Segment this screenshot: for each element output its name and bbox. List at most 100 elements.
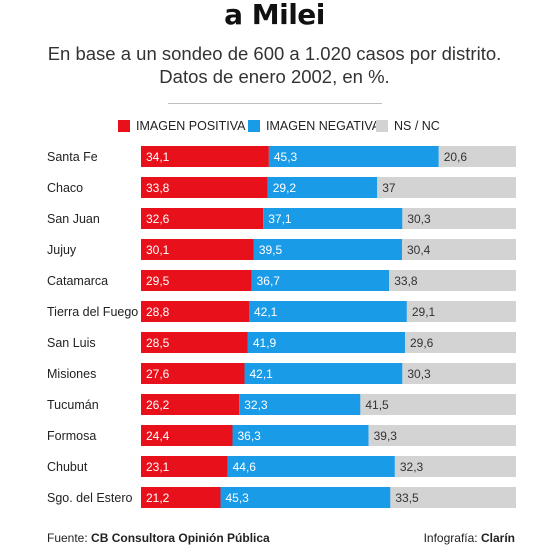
data-label-positiva: 28,8 — [146, 305, 170, 319]
bar-segment-nsnc — [402, 208, 516, 229]
bar-segment-positiva — [141, 456, 228, 477]
bar-segment-positiva — [141, 425, 233, 446]
bar-segment-positiva — [141, 146, 269, 167]
legend-label-positiva: IMAGEN POSITIVA — [136, 119, 246, 133]
bar-segment-nsnc — [360, 394, 516, 415]
bar-segment-nsnc — [406, 301, 516, 322]
category-label: Catamarca — [47, 274, 108, 288]
legend-label-nsnc: NS / NC — [394, 119, 440, 133]
bar-segment-positiva — [141, 177, 268, 198]
category-label: Formosa — [47, 429, 96, 443]
bar-segment-nsnc — [402, 239, 516, 260]
bar-row: Tierra del Fuego 28,8 42,1 29,1 — [47, 301, 516, 322]
category-label: Chubut — [47, 460, 88, 474]
source-name: CB Consultora Opinión Pública — [91, 531, 270, 545]
category-label: Tucumán — [47, 398, 99, 412]
bar-segment-negativa — [268, 146, 439, 167]
data-label-negativa: 45,3 — [274, 150, 298, 164]
data-label-nsnc: 33,8 — [394, 274, 418, 288]
bar-row: Chubut 23,1 44,6 32,3 — [47, 456, 516, 477]
legend: IMAGEN POSITIVA IMAGEN NEGATIVA NS / NC — [0, 117, 549, 135]
category-label: Sgo. del Estero — [47, 491, 133, 505]
footer: Fuente: CB Consultora Opinión Pública In… — [0, 528, 549, 548]
data-label-nsnc: 37 — [382, 181, 396, 195]
bar-segment-nsnc — [438, 146, 516, 167]
category-label: Chaco — [47, 181, 83, 195]
bar-row: Tucumán 26,2 32,3 41,5 — [47, 394, 516, 415]
data-label-positiva: 30,1 — [146, 243, 170, 257]
data-label-positiva: 33,8 — [146, 181, 170, 195]
legend-label-negativa: IMAGEN NEGATIVA — [266, 119, 381, 133]
legend-item-negativa: IMAGEN NEGATIVA — [248, 117, 380, 135]
data-label-nsnc: 33,5 — [395, 491, 419, 505]
bar-segment-positiva — [141, 487, 221, 508]
bar-segment-negativa — [227, 456, 395, 477]
subtitle-line-1: En base a un sondeo de 600 a 1.020 casos… — [47, 43, 502, 64]
credit-name: Clarín — [480, 531, 515, 545]
subtitle-line-2: Datos de enero 2002, en %. — [159, 66, 390, 87]
category-label: San Juan — [47, 212, 100, 226]
data-label-positiva: 21,2 — [146, 491, 170, 505]
legend-swatch-nsnc — [376, 120, 388, 132]
data-label-nsnc: 39,3 — [374, 429, 398, 443]
bar-segment-nsnc — [405, 332, 516, 353]
credit-label: Infografía: — [423, 531, 478, 545]
data-label-positiva: 23,1 — [146, 460, 170, 474]
bar-row: Sgo. del Estero 21,2 45,3 33,5 — [47, 487, 516, 508]
source-credit: Fuente: CB Consultora Opinión Pública — [47, 531, 270, 545]
source-label: Fuente: — [47, 531, 88, 545]
data-label-nsnc: 30,4 — [407, 243, 431, 257]
bar-segment-negativa — [244, 363, 403, 384]
category-label: Jujuy — [47, 243, 77, 257]
bar-row: Formosa 24,4 36,3 39,3 — [47, 425, 516, 446]
data-label-negativa: 39,5 — [259, 243, 283, 257]
bar-segment-nsnc — [402, 363, 516, 384]
bar-row: Santa Fe 34,1 45,3 20,6 — [47, 146, 516, 167]
bar-row: Chaco 33,8 29,2 37 — [47, 177, 516, 198]
bar-segment-positiva — [141, 239, 254, 260]
bar-segment-nsnc — [394, 456, 516, 477]
bar-segment-positiva — [141, 208, 264, 229]
data-label-nsnc: 41,5 — [365, 398, 389, 412]
bar-segment-positiva — [141, 363, 245, 384]
category-label: Tierra del Fuego — [47, 305, 138, 319]
chart-subtitle: En base a un sondeo de 600 a 1.020 casos… — [0, 42, 549, 88]
bar-segment-nsnc — [377, 177, 516, 198]
bar-segment-negativa — [267, 177, 378, 198]
bar-segment-negativa — [251, 270, 390, 291]
data-label-positiva: 24,4 — [146, 429, 170, 443]
bar-segment-positiva — [141, 332, 248, 353]
bar-segment-negativa — [232, 425, 369, 446]
data-label-positiva: 32,6 — [146, 212, 170, 226]
data-label-nsnc: 30,3 — [407, 367, 431, 381]
data-label-negativa: 37,1 — [268, 212, 292, 226]
category-label: San Luis — [47, 336, 96, 350]
bar-segment-positiva — [141, 394, 240, 415]
category-label: Santa Fe — [47, 150, 98, 164]
data-label-nsnc: 29,1 — [412, 305, 436, 319]
bar-segment-nsnc — [390, 487, 516, 508]
bar-row: Misiones 27,6 42,1 30,3 — [47, 363, 516, 384]
legend-item-positiva: IMAGEN POSITIVA — [118, 117, 246, 135]
data-label-nsnc: 20,6 — [444, 150, 468, 164]
data-label-positiva: 28,5 — [146, 336, 170, 350]
data-label-negativa: 42,1 — [250, 367, 274, 381]
bar-row: Catamarca 29,5 36,7 33,8 — [47, 270, 516, 291]
legend-swatch-positiva — [118, 120, 130, 132]
data-label-nsnc: 29,6 — [410, 336, 434, 350]
data-label-negativa: 45,3 — [226, 491, 250, 505]
bar-segment-positiva — [141, 270, 252, 291]
bar-segment-negativa — [263, 208, 403, 229]
data-label-negativa: 44,6 — [233, 460, 257, 474]
data-label-positiva: 29,5 — [146, 274, 170, 288]
bar-row: Jujuy 30,1 39,5 30,4 — [47, 239, 516, 260]
data-label-negativa: 32,3 — [244, 398, 268, 412]
chart-title: a Milei — [224, 0, 325, 31]
infographic-credit: Infografía: Clarín — [424, 531, 515, 545]
data-label-positiva: 27,6 — [146, 367, 170, 381]
data-label-negativa: 36,7 — [257, 274, 281, 288]
data-label-negativa: 29,2 — [273, 181, 297, 195]
bar-segment-positiva — [141, 301, 249, 322]
bar-segment-nsnc — [389, 270, 516, 291]
data-label-negativa: 42,1 — [254, 305, 278, 319]
